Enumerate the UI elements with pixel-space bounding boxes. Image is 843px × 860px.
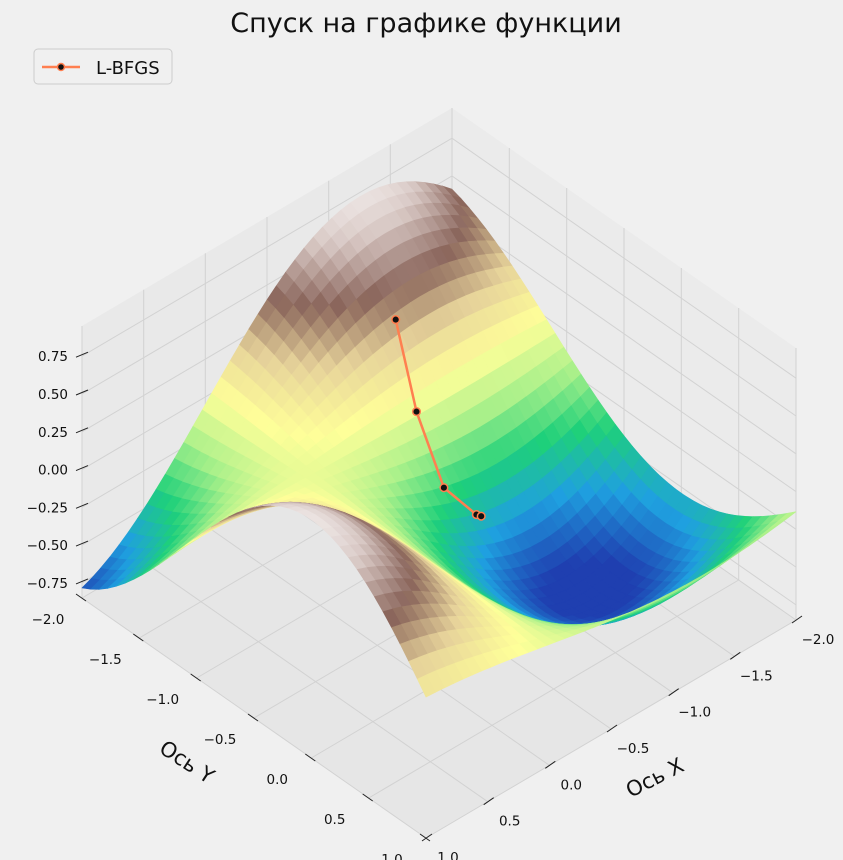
tick-mark bbox=[75, 465, 89, 472]
tick-mark bbox=[75, 540, 89, 547]
tick-mark bbox=[190, 673, 201, 682]
y-tick-label: 1.0 bbox=[381, 852, 402, 860]
y-tick-label: −2.0 bbox=[32, 612, 65, 628]
x-tick-label: −1.0 bbox=[678, 705, 711, 721]
tick-mark bbox=[362, 793, 373, 802]
tick-mark bbox=[247, 713, 259, 722]
tick-mark bbox=[730, 651, 741, 660]
tick-mark bbox=[606, 724, 618, 733]
lbfgs-path bbox=[391, 315, 486, 521]
tick-mark bbox=[133, 633, 144, 642]
z-tick-label: 0.25 bbox=[38, 425, 68, 441]
legend: L-BFGS bbox=[33, 48, 173, 85]
z-tick-label: 0.00 bbox=[38, 463, 68, 479]
tick-mark bbox=[305, 753, 316, 762]
lbfgs-point bbox=[476, 511, 486, 521]
legend-label: L-BFGS bbox=[96, 58, 160, 79]
tick-mark bbox=[75, 502, 89, 509]
tick-mark bbox=[545, 760, 556, 769]
y-tick-label: −0.5 bbox=[204, 732, 237, 748]
z-tick-label: −0.50 bbox=[27, 538, 68, 554]
tick-mark bbox=[791, 615, 803, 624]
z-tick-label: 0.75 bbox=[38, 349, 68, 365]
y-gridline bbox=[368, 308, 740, 799]
surface-patch bbox=[416, 674, 436, 698]
z-tick-label: −0.75 bbox=[27, 576, 68, 592]
lbfgs-point bbox=[411, 407, 422, 417]
tick-mark bbox=[75, 351, 89, 358]
tick-mark bbox=[75, 593, 87, 602]
chart-title: Спуск на графике функции bbox=[230, 8, 622, 39]
z-gridline bbox=[81, 137, 797, 379]
x-tick-label: −1.5 bbox=[740, 668, 773, 684]
tick-mark bbox=[75, 578, 89, 585]
legend-marker bbox=[56, 62, 66, 72]
tick-mark bbox=[483, 797, 494, 806]
function-surface bbox=[81, 181, 797, 698]
x-axis-label: Ось X bbox=[622, 753, 688, 802]
tick-mark bbox=[421, 833, 433, 842]
axis-ticks: −0.75 −0.50 −0.25 0.00 0.25 0.50 0.75 −2.0 −1.5 −… bbox=[27, 349, 835, 860]
z-gridline bbox=[81, 175, 797, 417]
x-tick-label: −2.0 bbox=[802, 632, 835, 648]
tick-mark bbox=[668, 688, 679, 697]
y-tick-label: 0.5 bbox=[324, 812, 345, 828]
y-tick-label: 0.0 bbox=[267, 772, 288, 788]
x-tick-label: 0.0 bbox=[561, 777, 582, 793]
z-tick-label: −0.25 bbox=[27, 500, 68, 516]
lbfgs-point bbox=[391, 315, 401, 325]
y-tick-label: −1.5 bbox=[89, 652, 122, 668]
z-tick-label: 0.50 bbox=[38, 387, 68, 403]
tick-mark bbox=[419, 833, 431, 842]
x-tick-label: −0.5 bbox=[617, 741, 650, 757]
lbfgs-point bbox=[439, 483, 449, 493]
tick-mark bbox=[75, 427, 89, 434]
x-tick-label: 1.0 bbox=[437, 850, 458, 860]
legend-box bbox=[33, 48, 173, 85]
x-tick-label: 0.5 bbox=[499, 814, 520, 830]
tick-mark bbox=[75, 389, 89, 396]
y-tick-label: −1.0 bbox=[146, 692, 179, 708]
